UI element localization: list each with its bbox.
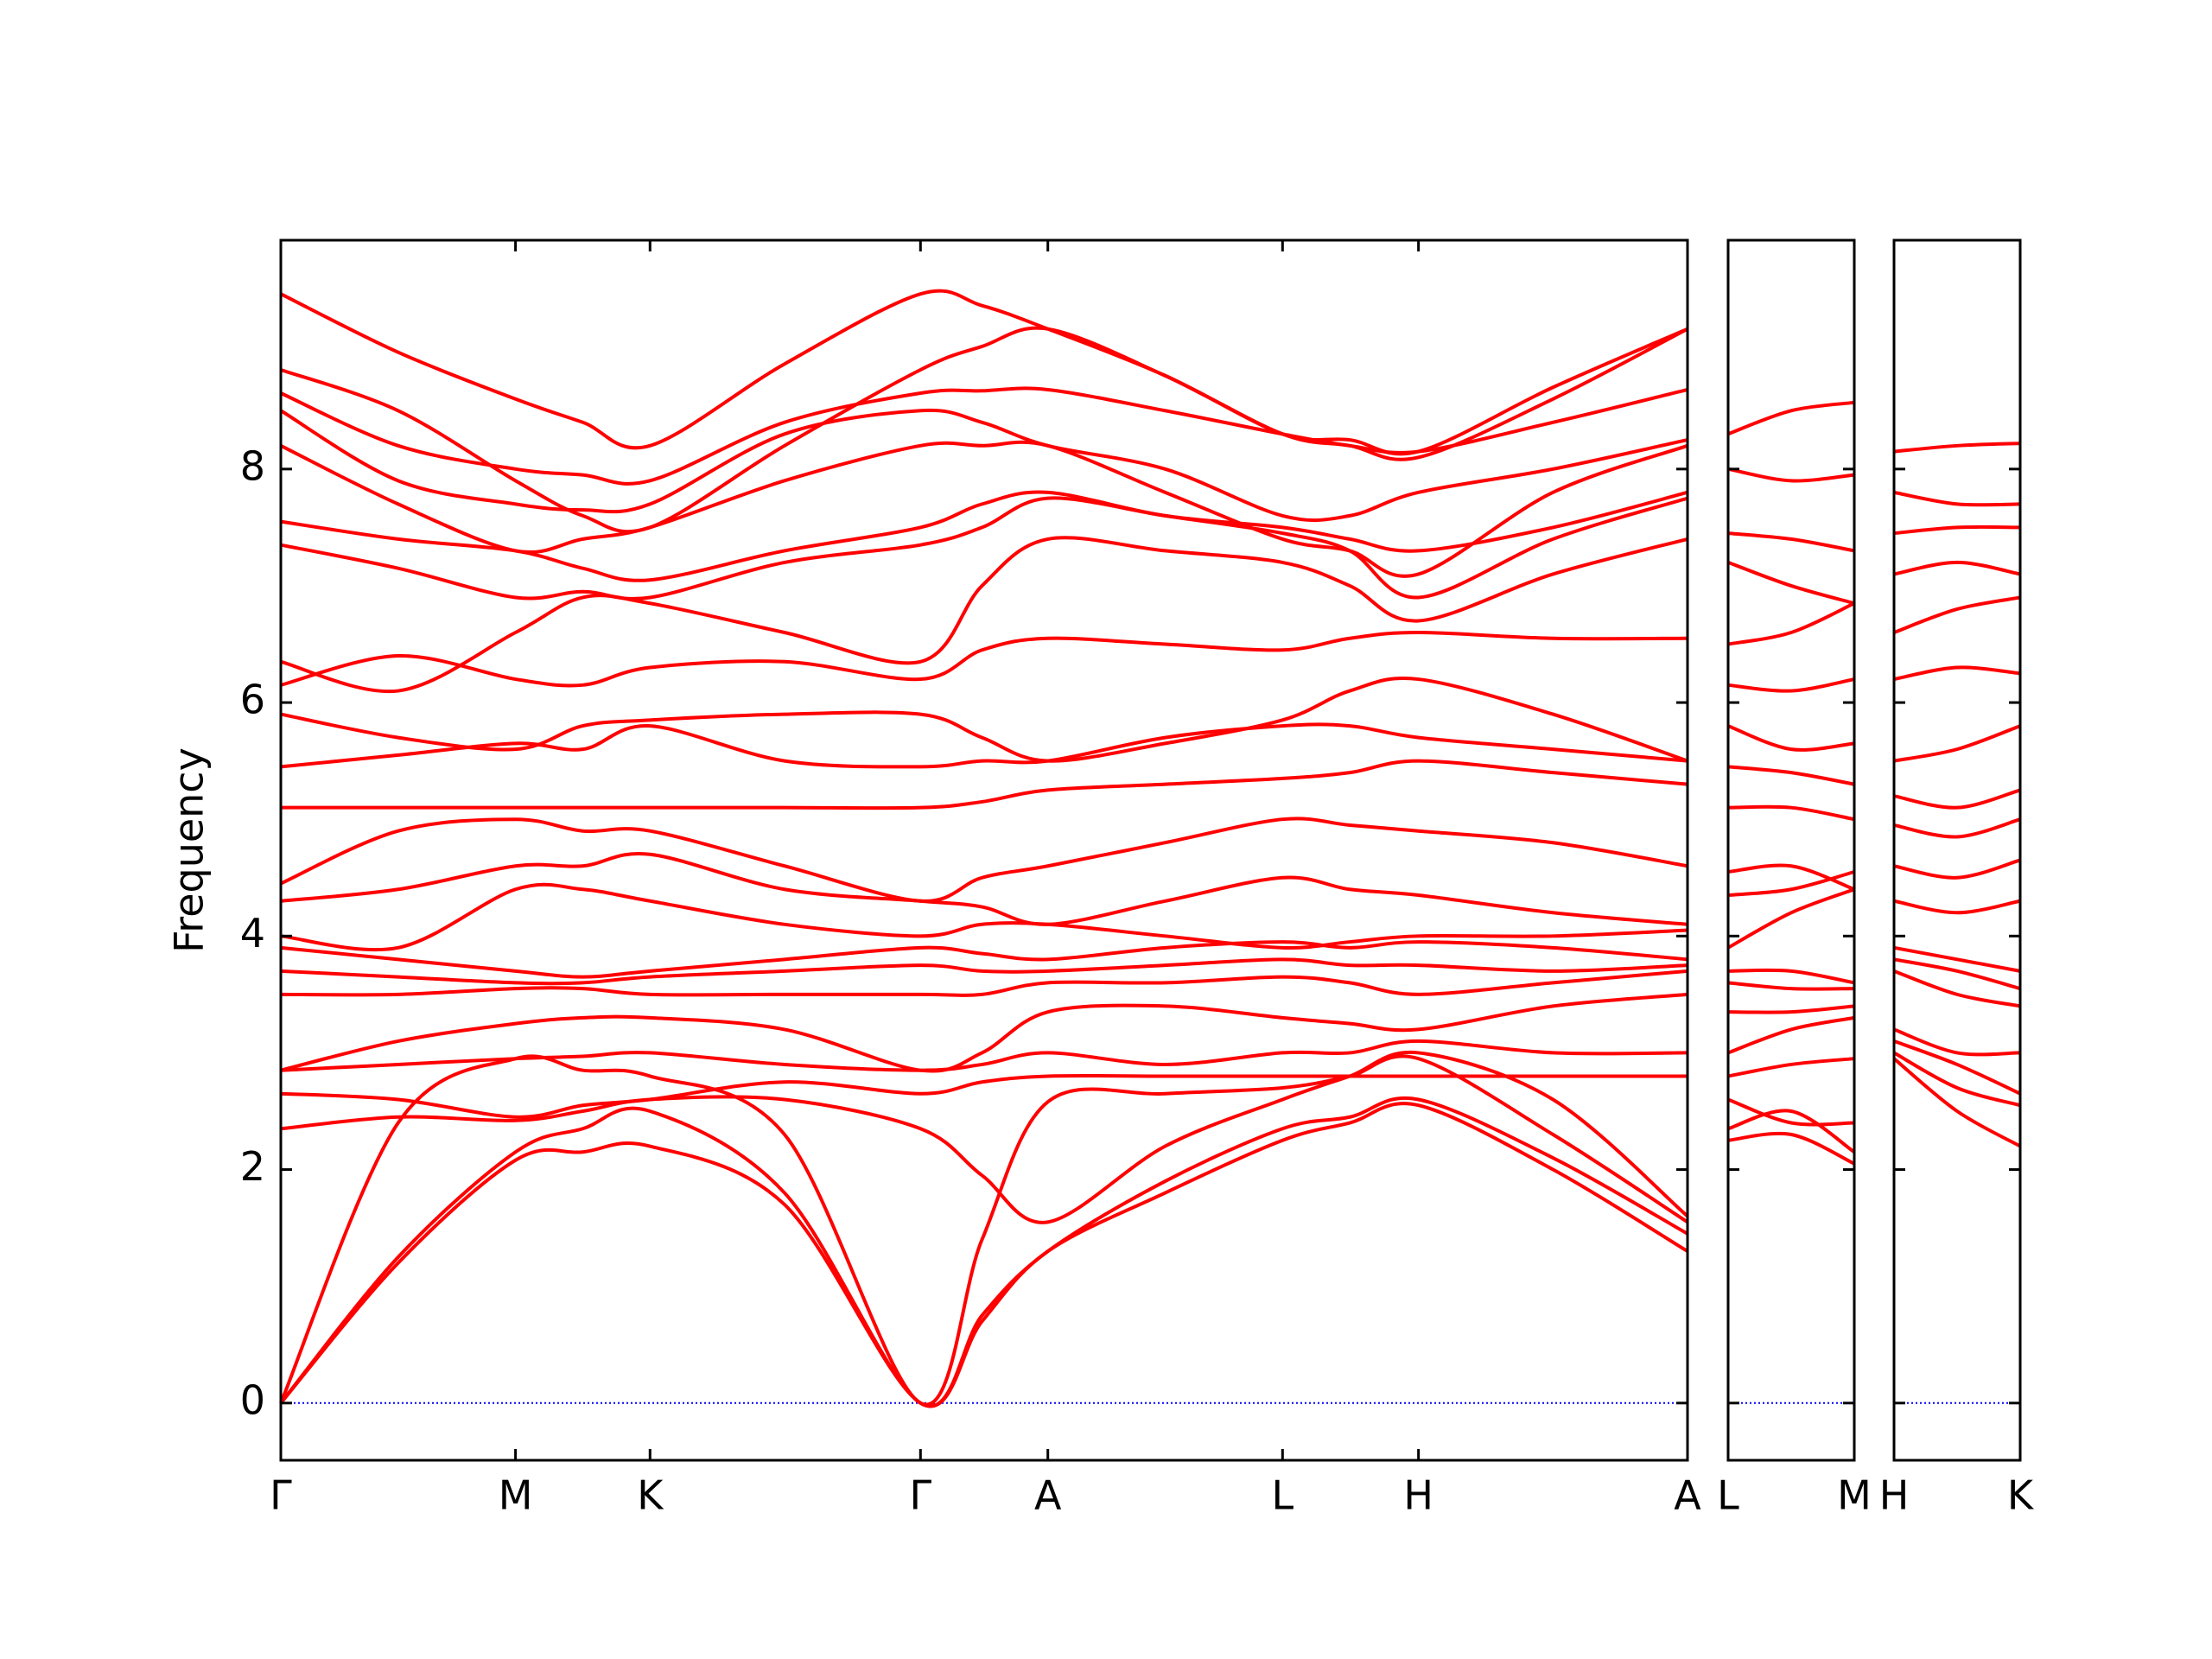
band-line bbox=[1727, 601, 1855, 646]
band-line bbox=[280, 940, 1688, 979]
x-tick-label: Γ bbox=[909, 1472, 931, 1519]
band-line bbox=[1893, 969, 2021, 1008]
x-tick-label: H bbox=[1403, 1472, 1433, 1519]
band-line bbox=[280, 851, 1688, 926]
band-line bbox=[1893, 524, 2021, 536]
band-line bbox=[279, 408, 1688, 523]
x-tick-label: K bbox=[2007, 1472, 2035, 1519]
band-line bbox=[280, 722, 1688, 769]
band-line bbox=[280, 882, 1688, 952]
band-line bbox=[1727, 870, 1855, 898]
band-line bbox=[1727, 887, 1855, 950]
band-line bbox=[280, 1039, 1688, 1072]
plot-frame bbox=[1726, 238, 1856, 1462]
plot-frame bbox=[1892, 238, 2022, 1462]
band-line bbox=[281, 759, 1688, 810]
band-line bbox=[1727, 400, 1855, 436]
band-line bbox=[1893, 788, 2021, 810]
x-tick-label: A bbox=[1034, 1472, 1062, 1519]
y-tick-label: 4 bbox=[240, 910, 265, 957]
band-line bbox=[1893, 1051, 2021, 1108]
band-line bbox=[280, 992, 1688, 1073]
band-line bbox=[1727, 863, 1855, 892]
band-line bbox=[280, 676, 1688, 763]
band-line bbox=[280, 440, 1688, 578]
band-line bbox=[1727, 1131, 1855, 1166]
band-line bbox=[1727, 467, 1855, 483]
band-line bbox=[279, 1096, 1688, 1408]
band-line bbox=[1893, 1027, 2021, 1057]
y-axis-label: Frequency bbox=[166, 747, 213, 953]
band-line bbox=[1727, 1015, 1855, 1055]
band-line bbox=[1893, 817, 2021, 839]
band-line bbox=[1727, 724, 1855, 752]
band-line bbox=[279, 1102, 1689, 1408]
band-line bbox=[280, 490, 1688, 582]
y-tick-label: 2 bbox=[240, 1143, 265, 1190]
band-line bbox=[279, 1054, 1689, 1407]
band-line bbox=[280, 631, 1688, 688]
band-line bbox=[1893, 665, 2021, 682]
band-line bbox=[1892, 1057, 2021, 1148]
plot-frame bbox=[279, 238, 1689, 1462]
band-line bbox=[1727, 1004, 1855, 1014]
band-line bbox=[1727, 968, 1855, 985]
band-line bbox=[1893, 595, 2021, 634]
band-line bbox=[280, 326, 1688, 534]
band-line bbox=[1727, 561, 1855, 606]
band-line bbox=[1893, 1039, 2021, 1096]
band-line bbox=[1893, 442, 2021, 454]
band-line bbox=[1727, 981, 1855, 991]
band-line bbox=[1893, 945, 2021, 973]
band-line bbox=[280, 1073, 1688, 1119]
x-tick-label: L bbox=[1271, 1472, 1294, 1519]
band-line bbox=[280, 289, 1688, 456]
band-line bbox=[1893, 490, 2021, 507]
band-line bbox=[280, 536, 1688, 694]
band-line bbox=[280, 969, 1688, 997]
x-tick-label: H bbox=[1879, 1472, 1910, 1519]
band-line bbox=[280, 1050, 1689, 1224]
x-tick-label: Γ bbox=[270, 1472, 292, 1519]
band-line bbox=[1727, 531, 1855, 553]
x-tick-label: A bbox=[1674, 1472, 1701, 1519]
band-line bbox=[1893, 858, 2021, 880]
band-line bbox=[1727, 677, 1855, 693]
band-line bbox=[280, 817, 1688, 903]
x-tick-label: L bbox=[1717, 1472, 1739, 1519]
y-tick-label: 6 bbox=[240, 677, 265, 723]
band-line bbox=[1727, 765, 1855, 786]
band-line bbox=[1727, 804, 1855, 822]
band-line bbox=[1727, 1109, 1856, 1154]
band-line bbox=[1893, 560, 2021, 576]
band-line bbox=[1893, 957, 2021, 991]
band-line bbox=[1893, 899, 2021, 915]
band-line bbox=[1893, 724, 2021, 763]
band-line bbox=[1727, 1057, 1855, 1078]
y-tick-label: 8 bbox=[240, 442, 265, 489]
band-line bbox=[280, 957, 1688, 986]
x-tick-label: K bbox=[637, 1472, 664, 1519]
x-tick-label: M bbox=[499, 1472, 533, 1519]
band-line bbox=[280, 496, 1688, 601]
y-tick-label: 0 bbox=[240, 1376, 265, 1423]
band-line bbox=[1727, 1097, 1855, 1127]
x-tick-label: M bbox=[1837, 1472, 1872, 1519]
